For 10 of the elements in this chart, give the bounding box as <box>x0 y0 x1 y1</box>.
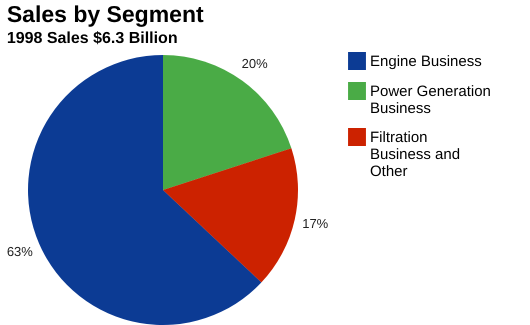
data-label: 63% <box>6 244 34 259</box>
legend-label: Filtration Business and Other <box>370 129 460 180</box>
data-label: 17% <box>302 216 329 232</box>
chart-title: Sales by Segment <box>6 1 204 27</box>
chart-subtitle: 1998 Sales $6.3 Billion <box>6 30 178 47</box>
pie-slice <box>163 148 298 282</box>
legend-label: Engine Business <box>370 53 482 70</box>
legend-label: Power Generation Business <box>370 83 491 117</box>
pie-slice <box>163 55 292 190</box>
data-label: 20% <box>242 56 268 71</box>
